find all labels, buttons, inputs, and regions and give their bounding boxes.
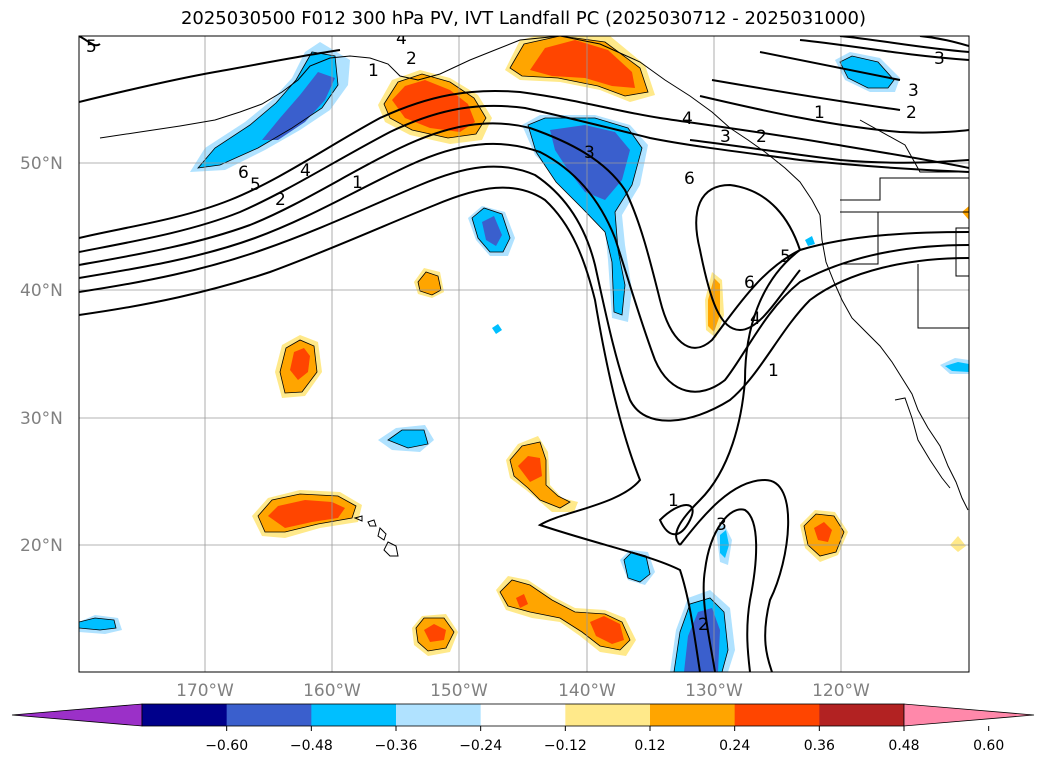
contour-label: 3 xyxy=(908,81,919,101)
contour-label: 3 xyxy=(934,49,945,69)
contour-label: 2 xyxy=(698,615,709,635)
pv-positive-region xyxy=(505,36,655,102)
lat-label: 20°N xyxy=(20,536,63,556)
map-frame xyxy=(78,35,970,673)
colorbar-segment xyxy=(819,704,905,726)
colorbar-tick-label: −0.60 xyxy=(205,738,248,754)
contour-label: 3 xyxy=(584,143,595,163)
contour-label: 6 xyxy=(238,163,249,183)
lat-label: 50°N xyxy=(20,154,63,174)
lon-label: 170°W xyxy=(176,681,234,701)
contour-label: 4 xyxy=(682,109,693,129)
colorbar-segment xyxy=(311,704,397,726)
colorbar-tick-label: 0.24 xyxy=(719,738,750,754)
colorbar-tick-label: −0.12 xyxy=(544,738,587,754)
lon-label: 120°W xyxy=(812,681,870,701)
lon-label: 130°W xyxy=(685,681,743,701)
colorbar: −0.60 −0.48 −0.36 −0.24 −0.12 0.12 0.24 0.36 0.4… xyxy=(11,703,1035,754)
contour-label: 4 xyxy=(300,161,311,181)
contour-label: 6 xyxy=(684,169,695,189)
contour-label: 4 xyxy=(396,29,407,49)
contour-labels: 5 6 5 4 2 1 1 2 3 4 3 6 5 6 4 1 1 3 2 3 … xyxy=(86,29,945,635)
colorbar-tick-label: −0.48 xyxy=(290,738,333,754)
contour-label: 1 xyxy=(668,491,679,511)
contour-label: 5 xyxy=(780,247,791,267)
contour-label: 1 xyxy=(814,103,825,123)
colorbar-segment xyxy=(734,704,820,726)
colorbar-segment xyxy=(226,704,312,726)
contour-label: 5 xyxy=(86,37,97,57)
colorbar-segment xyxy=(480,704,566,726)
colorbar-segment xyxy=(565,704,651,726)
contour-label: 2 xyxy=(906,103,917,123)
lat-label: 40°N xyxy=(20,281,63,301)
figure-title: 2025030500 F012 300 hPa PV, IVT Landfall… xyxy=(180,8,867,29)
contour-label: 1 xyxy=(368,61,379,81)
colorbar-extend-high xyxy=(903,703,1035,727)
map-area: 5 6 5 4 2 1 1 2 3 4 3 6 5 6 4 1 1 3 2 3 … xyxy=(79,29,969,672)
contour-label: 1 xyxy=(352,173,363,193)
lon-label: 150°W xyxy=(430,681,488,701)
colorbar-tick-label: 0.36 xyxy=(804,738,835,754)
contour-label: 2 xyxy=(406,49,417,69)
colorbar-segment xyxy=(142,704,228,726)
colorbar-tick-label: −0.36 xyxy=(375,738,418,754)
contour-label: 3 xyxy=(716,515,727,535)
colorbar-tick-label: 0.60 xyxy=(973,738,1004,754)
lat-label: 30°N xyxy=(20,409,63,429)
colorbar-tick-label: 0.12 xyxy=(634,738,665,754)
colorbar-tick-label: −0.24 xyxy=(459,738,502,754)
contour-label: 4 xyxy=(750,309,761,329)
colorbar-extend-low xyxy=(11,703,143,727)
ivt-contours xyxy=(79,36,969,672)
contour-label: 1 xyxy=(768,361,779,381)
colorbar-tick-label: 0.48 xyxy=(888,738,919,754)
pv-outlines xyxy=(79,36,895,672)
contour-label: 2 xyxy=(756,127,767,147)
contour-label: 2 xyxy=(275,190,286,210)
lon-label: 140°W xyxy=(558,681,616,701)
contour-label: 5 xyxy=(250,175,261,195)
coastlines xyxy=(99,36,969,557)
contour-label: 6 xyxy=(744,273,755,293)
contour-label: 3 xyxy=(720,127,731,147)
colorbar-segment xyxy=(396,704,482,726)
lon-label: 160°W xyxy=(303,681,361,701)
colorbar-segment xyxy=(650,704,736,726)
